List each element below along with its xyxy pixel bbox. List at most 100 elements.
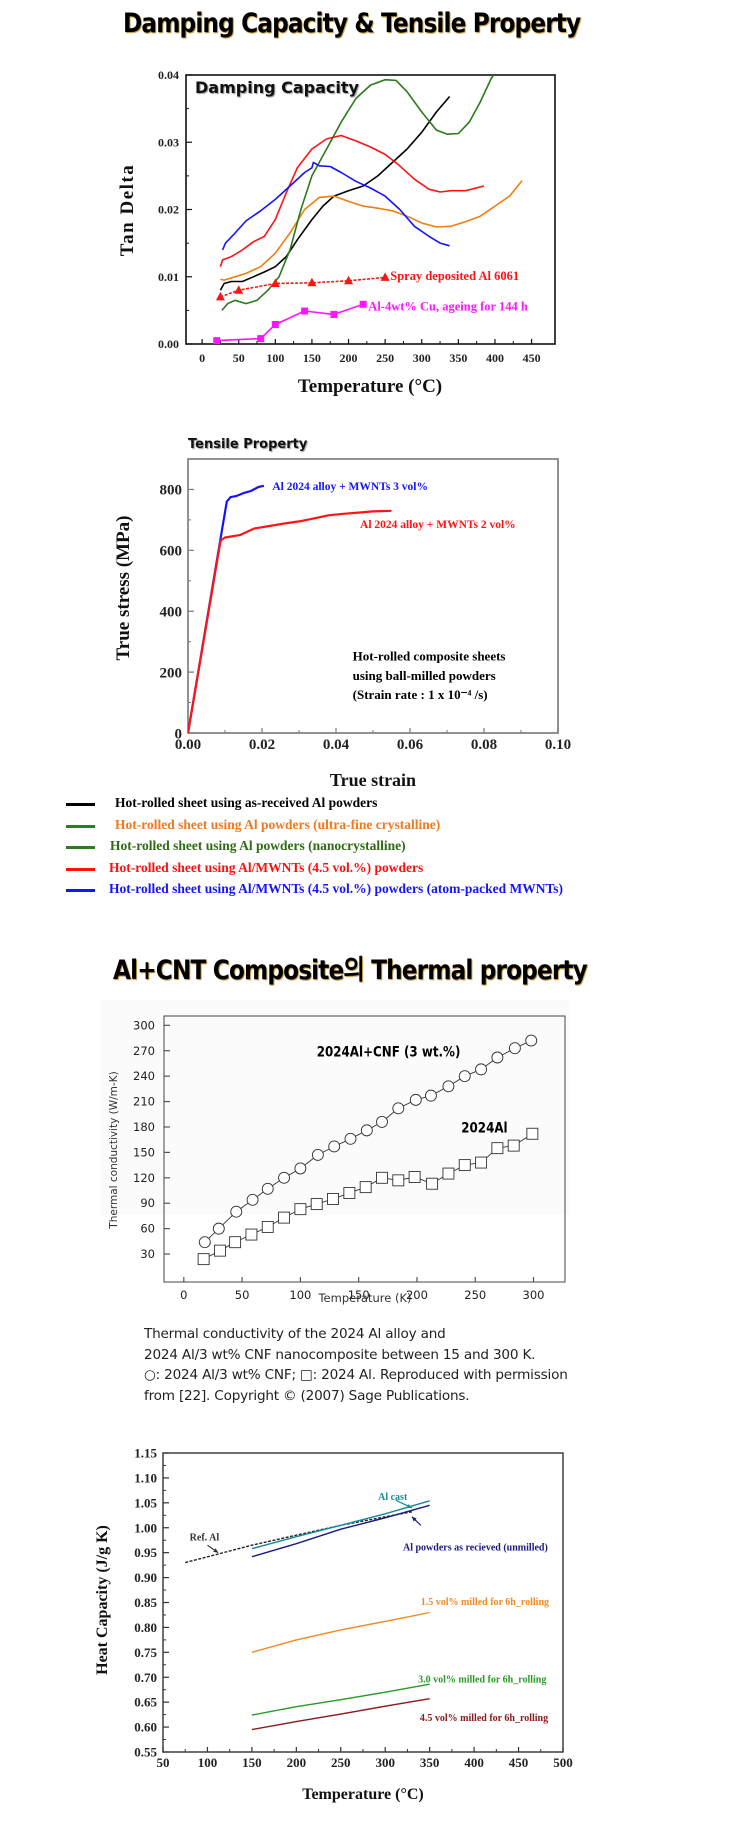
chart-annotation: Ref. Al: [190, 1533, 220, 1544]
y-tick-label: 210: [133, 1095, 155, 1109]
open-square-marker-icon: [458, 1159, 471, 1172]
y-tick-label: 150: [133, 1145, 155, 1159]
open-circle-marker-icon: [261, 1182, 274, 1195]
damping-x-axis-label: Temperature (°C): [298, 376, 442, 397]
y-tick-label: 0.02: [158, 203, 179, 217]
square-marker-icon: [271, 320, 279, 328]
open-circle-marker-icon: [230, 1205, 243, 1218]
open-circle-marker-icon: [198, 1236, 211, 1249]
open-square-marker-icon: [214, 1244, 226, 1257]
triangle-marker-icon: [234, 285, 244, 294]
thermal-y-axis-label: Thermal conductivity (W/m-K): [108, 1071, 120, 1229]
open-square-marker-icon: [442, 1167, 455, 1180]
open-circle-marker-icon: [311, 1148, 324, 1161]
y-tick-label: 0.03: [158, 135, 179, 149]
chart-annotation: 2024Al+CNF (3 wt.%): [317, 1045, 461, 1061]
legend-label: Hot-rolled sheet using Al/MWNTs (4.5 vol…: [109, 859, 424, 875]
y-tick-label: 0.80: [134, 1620, 157, 1635]
y-tick-label: 200: [160, 665, 183, 681]
open-circle-marker-icon: [212, 1222, 225, 1235]
y-tick-label: 240: [133, 1069, 155, 1083]
series-line: [251, 1683, 430, 1716]
x-tick-label: 50: [235, 1288, 250, 1302]
x-tick-label: 100: [266, 351, 284, 365]
open-circle-marker-icon: [458, 1070, 471, 1083]
open-circle-marker-icon: [409, 1093, 422, 1106]
x-tick-label: 0: [199, 351, 205, 365]
x-tick-label: 0.08: [471, 737, 497, 753]
y-tick-label: 0.55: [134, 1745, 157, 1760]
chart-annotation: Al 2024 alloy + MWNTs 3 vol%: [272, 481, 428, 493]
series-line: [251, 1698, 430, 1731]
open-circle-marker-icon: [525, 1034, 538, 1047]
open-square-marker-icon: [426, 1177, 439, 1190]
square-marker-icon: [330, 310, 338, 318]
damping-capacity-chart: 0 50 100 150 200 250 300 350 400 450 0.00 0.01 0.02 0…: [117, 68, 556, 397]
tensile-property-chart: 0.00 0.02 0.04 0.06 0.08 0.10 0 200 400 600 800 Al …: [113, 437, 571, 790]
thermal-plot: 0 50 100 150 200 250 300 30 60 90 120 150 180 210 240 2…: [133, 1015, 566, 1302]
y-tick-label: 800: [160, 483, 183, 499]
chart-annotation: Al powders as recieved (unmilled): [403, 1543, 548, 1554]
open-square-marker-icon: [278, 1211, 291, 1224]
open-circle-marker-icon: [376, 1115, 388, 1128]
open-square-marker-icon: [245, 1228, 258, 1241]
heat-capacity-y-axis-label: Heat Capacity (J/g K): [94, 1525, 111, 1675]
x-tick-label: 0.02: [249, 737, 275, 753]
tensile-chart-title: Tensile Property: [188, 437, 308, 452]
triangle-marker-icon: [380, 272, 390, 281]
y-tick-label: 0.01: [158, 270, 179, 284]
open-square-marker-icon: [310, 1198, 323, 1211]
section-title-thermal: Al+CNT Composite의 Thermal property: [113, 955, 588, 986]
section-title-damping-tensile: Damping Capacity & Tensile Property: [123, 8, 581, 39]
y-tick-label: 300: [133, 1018, 155, 1032]
series-line: [221, 75, 495, 311]
chart-annotation: (Strain rate : 1 x 10⁻⁴ /s): [353, 687, 488, 702]
square-marker-icon: [257, 335, 265, 343]
x-tick-label: 500: [553, 1755, 573, 1770]
x-tick-label: 400: [486, 351, 504, 365]
x-tick-label: 250: [331, 1755, 351, 1770]
x-tick-label: 250: [376, 351, 394, 365]
chart-annotation: Al cast: [378, 1492, 408, 1503]
chart-annotation: 3.0 vol% milled for 6h_rolling: [418, 1675, 546, 1686]
x-tick-label: 350: [449, 351, 467, 365]
y-tick-label: 30: [140, 1247, 155, 1261]
open-square-marker-icon: [491, 1142, 504, 1155]
open-circle-marker-icon: [328, 1140, 341, 1153]
x-tick-label: 0.04: [323, 737, 350, 753]
heat-capacity-x-axis-label: Temperature (°C): [302, 1786, 423, 1803]
y-tick-label: 0.70: [134, 1670, 157, 1685]
y-tick-label: 0.75: [134, 1645, 157, 1660]
open-circle-marker-icon: [294, 1162, 307, 1175]
x-tick-label: 50: [157, 1755, 170, 1770]
y-tick-label: 0.65: [134, 1695, 157, 1710]
open-circle-marker-icon: [424, 1089, 437, 1102]
x-tick-label: 0.10: [545, 737, 571, 753]
y-tick-label: 0.85: [134, 1595, 157, 1610]
heat-capacity-plot: 50 100 150 200 250 300 350 400 450 500 0.55 0.60 0.6…: [134, 1446, 573, 1770]
x-tick-label: 300: [413, 351, 431, 365]
x-tick-label: 0.06: [397, 737, 424, 753]
open-circle-marker-icon: [344, 1132, 357, 1145]
x-tick-label: 0: [180, 1288, 187, 1302]
chart-annotation: using ball-milled powders: [353, 668, 496, 683]
open-square-marker-icon: [408, 1171, 421, 1183]
tensile-x-axis-label: True strain: [330, 770, 416, 790]
x-tick-label: 200: [287, 1755, 307, 1770]
thermal-conductivity-chart: 0 50 100 150 200 250 300 30 60 90 120 150 180 210 240 2…: [108, 1015, 566, 1305]
chart-annotation: Hot-rolled composite sheets: [353, 648, 506, 663]
y-tick-label: 1.10: [134, 1470, 157, 1485]
x-tick-label: 350: [420, 1755, 440, 1770]
x-tick-label: 0.00: [175, 737, 201, 753]
chart-annotation: Spray deposited Al 6061: [390, 269, 519, 283]
triangle-marker-icon: [270, 278, 280, 287]
y-tick-label: 0: [175, 726, 183, 742]
open-square-marker-icon: [507, 1139, 520, 1152]
open-circle-marker-icon: [246, 1193, 259, 1206]
y-tick-label: 60: [140, 1222, 155, 1236]
x-tick-label: 250: [464, 1288, 486, 1302]
legend-swatch-red: [66, 867, 95, 871]
series-line: [216, 303, 364, 342]
chart-annotation: 1.5 vol% milled for 6h_rolling: [421, 1597, 549, 1608]
open-circle-marker-icon: [475, 1063, 488, 1076]
